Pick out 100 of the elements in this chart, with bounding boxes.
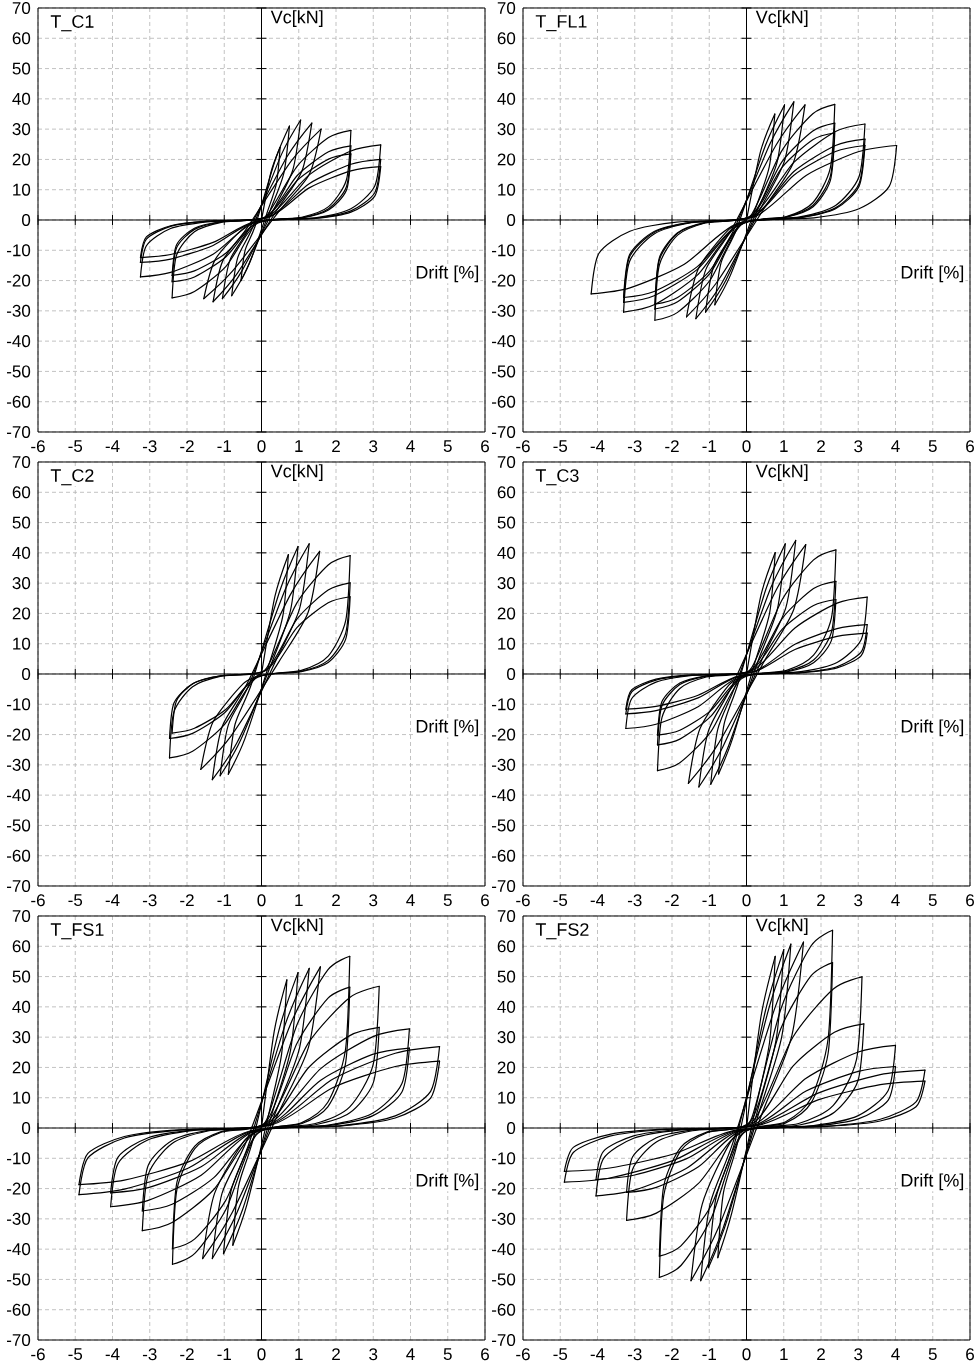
x-tick-label: -1 [217,1348,231,1360]
y-tick-label: -40 [6,1243,31,1256]
x-tick-label: 3 [369,894,378,907]
y-tick-label: 10 [13,637,31,650]
x-tick-label: -3 [627,440,642,453]
y-tick-label: 30 [497,577,516,590]
y-tick-label: 70 [12,1,31,15]
y-tick-label: 50 [12,970,31,983]
y-tick-label: -20 [6,274,31,287]
x-tick-label: -5 [68,894,83,907]
y-tick-label: -30 [6,758,31,771]
y-tick-label: 30 [497,123,516,136]
y-tick-label: 60 [497,32,516,45]
y-tick-label: -30 [491,758,516,771]
y-axis-title: Vc[kN] [755,10,808,27]
y-tick-label: -70 [6,879,31,893]
x-tick-label: 5 [928,1348,937,1361]
x-tick-label: 6 [966,440,974,453]
x-tick-label: 5 [928,440,937,453]
x-tick-label: -1 [217,440,231,452]
y-tick-label: -10 [491,1152,516,1165]
y-axis-title: Vc[kN] [270,464,323,481]
x-tick-label: -3 [627,894,642,907]
y-tick-label: -10 [491,244,516,257]
x-tick-label: 1 [780,894,788,906]
y-tick-label: 40 [497,546,516,559]
y-tick-label: -10 [6,698,31,711]
x-tick-label: -3 [627,1348,642,1361]
x-tick-label: 1 [295,1348,303,1360]
x-tick-label: -4 [590,440,605,452]
x-tick-label: 2 [332,1348,340,1361]
x-tick-label: -1 [702,1348,716,1360]
x-tick-label: 5 [443,1348,452,1361]
y-tick-label: -10 [6,1152,31,1165]
y-axis-title: Vc[kN] [270,918,323,935]
y-tick-label: 10 [13,1091,31,1104]
x-tick-label: 4 [891,1348,900,1360]
y-tick-label: 50 [497,62,516,75]
x-tick-label: -4 [105,1348,120,1360]
y-tick-label: 40 [12,92,31,105]
x-tick-label: -5 [553,1348,568,1361]
x-tick-label: -2 [180,894,194,907]
y-tick-label: -20 [491,728,516,741]
x-tick-label: -2 [180,1348,194,1361]
y-tick-label: 30 [497,1031,516,1044]
chart-title: T_C3 [535,469,579,486]
y-tick-label: 50 [12,62,31,75]
x-tick-label: 3 [854,1348,863,1361]
x-tick-label: -6 [31,894,45,907]
chart-title: T_C1 [50,15,94,32]
x-tick-label: -5 [68,440,83,453]
y-tick-label: -20 [6,728,31,741]
y-tick-label: 0 [22,213,31,227]
chart-title: T_FL1 [535,15,587,32]
y-tick-label: -40 [491,335,516,348]
y-tick-label: 10 [498,183,516,196]
y-axis-title: Vc[kN] [270,10,323,27]
y-tick-label: 70 [497,909,516,923]
x-tick-label: 1 [295,894,303,906]
y-tick-label: 30 [12,1031,31,1044]
y-tick-label: -50 [6,365,31,378]
y-tick-label: -20 [6,1182,31,1195]
y-tick-label: 60 [12,486,31,499]
x-tick-label: 1 [295,440,303,452]
y-tick-label: 20 [497,1061,516,1074]
y-tick-label: 70 [12,909,31,923]
y-tick-label: -60 [6,395,31,408]
x-tick-label: 5 [443,440,452,453]
x-tick-label: 0 [257,1348,266,1361]
x-axis-title: Drift [%] [416,719,479,737]
y-tick-label: 40 [12,1000,31,1013]
x-tick-label: -4 [590,1348,605,1360]
x-tick-label: 3 [369,1348,378,1361]
x-tick-label: -6 [516,440,530,453]
y-tick-label: 10 [498,637,516,650]
y-tick-label: 60 [497,486,516,499]
x-tick-label: -6 [31,1348,45,1361]
x-tick-label: -6 [31,440,45,453]
y-tick-label: 20 [497,153,516,166]
x-tick-label: 4 [891,440,900,452]
y-tick-label: 0 [507,1121,516,1135]
y-tick-label: -50 [491,1273,516,1286]
x-tick-label: -4 [105,440,120,452]
y-tick-label: -60 [6,1303,31,1316]
x-axis-title: Drift [%] [416,265,479,283]
x-tick-label: 4 [406,440,415,452]
y-tick-label: 10 [13,183,31,196]
y-tick-label: 40 [497,92,516,105]
y-tick-label: 20 [12,607,31,620]
x-axis-title: Drift [%] [901,265,964,283]
x-tick-label: 0 [742,440,751,453]
x-tick-label: 0 [742,1348,751,1361]
x-tick-label: -6 [516,1348,530,1361]
y-tick-label: -20 [491,1182,516,1195]
y-tick-label: 70 [497,455,516,469]
x-tick-label: 5 [928,894,937,907]
y-tick-label: -50 [491,365,516,378]
y-tick-label: -50 [6,819,31,832]
x-tick-label: 6 [481,440,489,453]
y-tick-label: -60 [491,849,516,862]
